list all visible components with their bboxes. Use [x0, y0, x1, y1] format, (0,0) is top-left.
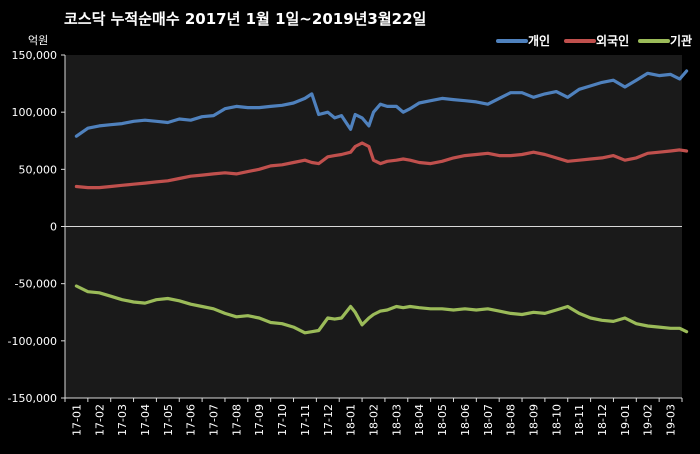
- x-tick-label: 18-02: [368, 404, 381, 436]
- x-tick-label: 17-10: [276, 404, 289, 436]
- y-tick-label: 0: [50, 221, 57, 234]
- x-tick-label: 18-06: [459, 404, 472, 436]
- legend: 개인 외국인 기관: [496, 33, 692, 48]
- series-line-기관: [74, 284, 689, 335]
- x-tick-label: 18-08: [505, 404, 518, 436]
- x-tick-label: 18-07: [482, 404, 495, 436]
- x-tick-label: 17-06: [185, 404, 198, 436]
- x-tick-label: 17-04: [139, 404, 152, 436]
- x-tick-label: 19-01: [619, 404, 632, 436]
- y-tick-label: 100,000: [12, 106, 58, 119]
- y-tick-label: -100,000: [8, 335, 57, 348]
- legend-label: 외국인: [596, 33, 629, 48]
- x-tick-label: 18-05: [436, 404, 449, 436]
- x-tick-label: 19-03: [665, 404, 678, 436]
- x-tick-label: 19-02: [642, 404, 655, 436]
- x-tick-label: 18-12: [596, 404, 609, 436]
- y-tick-label: 150,000: [12, 49, 58, 62]
- y-tick-label: -150,000: [8, 392, 57, 405]
- x-tick-label: 18-04: [413, 404, 426, 436]
- axes: 150,000 100,000 50,000 0 -50,000 -100,000 -150…: [8, 49, 683, 436]
- x-tick-label: 18-03: [390, 404, 403, 436]
- x-tick-label: 17-08: [230, 404, 243, 436]
- y-tick-label: -50,000: [15, 278, 57, 291]
- legend-label: 개인: [528, 33, 550, 48]
- x-tick-label: 17-09: [253, 404, 266, 436]
- chart-title: 코스닥 누적순매수 2017년 1월 1일~2019년3월22일: [64, 10, 426, 28]
- x-tick-label: 18-01: [345, 404, 358, 436]
- x-tick-label: 17-12: [322, 404, 335, 436]
- x-tick-label: 17-07: [208, 404, 221, 436]
- series-line-개인: [74, 69, 689, 138]
- y-tick-label: 50,000: [19, 163, 58, 176]
- x-tick-label: 17-02: [93, 404, 106, 436]
- x-tick-label: 18-09: [527, 404, 540, 436]
- x-tick-label: 17-05: [162, 404, 175, 436]
- series-group: [74, 69, 689, 335]
- x-tick-label: 18-11: [573, 404, 586, 436]
- series-line-외국인: [74, 141, 689, 190]
- legend-label: 기관: [670, 33, 692, 48]
- y-axis-label: 억원: [28, 34, 48, 47]
- x-tick-label: 18-10: [550, 404, 563, 436]
- x-tick-label: 17-03: [116, 404, 129, 436]
- x-tick-label: 17-11: [299, 404, 312, 436]
- x-tick-label: 17-01: [70, 404, 83, 436]
